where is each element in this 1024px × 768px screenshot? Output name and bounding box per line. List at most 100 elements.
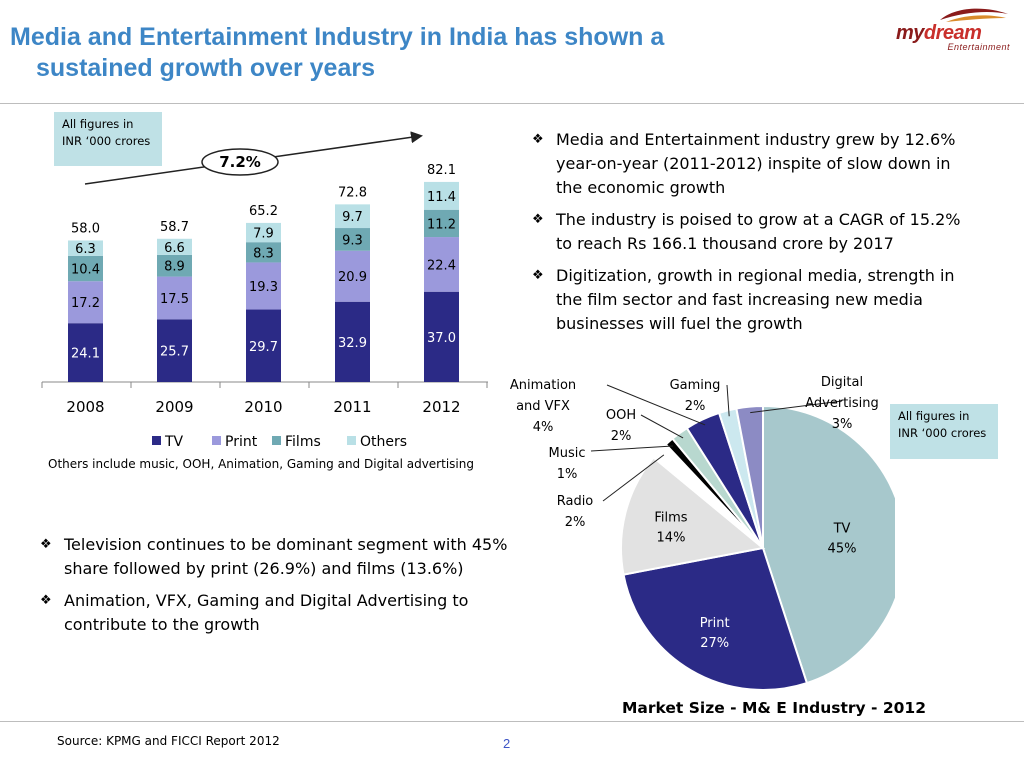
bar-segment-others xyxy=(68,240,103,256)
slice-name-label: Radio xyxy=(557,494,594,509)
total-label: 58.0 xyxy=(71,221,100,236)
bar-segment-print xyxy=(335,250,370,302)
bar-units-note-text: All figures in INR ‘000 crores xyxy=(62,117,151,148)
diamond-bullet-icon: ❖ xyxy=(40,537,52,552)
bottom-divider xyxy=(0,721,1024,722)
bar-segment-films xyxy=(157,254,192,277)
data-label: 22.4 xyxy=(427,258,456,273)
data-label: 17.2 xyxy=(71,296,100,311)
bar-segment-films xyxy=(424,209,459,238)
total-label: 65.2 xyxy=(249,204,278,219)
diamond-bullet-icon: ❖ xyxy=(532,268,544,283)
slice-percent-label: 4% xyxy=(533,420,554,435)
slide-title-line-2: sustained growth over years xyxy=(36,54,376,82)
data-label: 6.6 xyxy=(164,241,185,256)
legend-swatch xyxy=(347,436,356,445)
legend-swatch xyxy=(212,436,221,445)
bar-segment-films xyxy=(335,228,370,251)
data-label: 25.7 xyxy=(160,345,189,360)
pie-slice-films xyxy=(620,456,766,576)
slice-name-label: Advertising xyxy=(805,396,879,411)
page-number: 2 xyxy=(503,736,511,751)
bar-segment-films xyxy=(246,242,281,263)
bar-segment-tv xyxy=(335,301,370,382)
stacked-bar-chart: 24.1 17.2 10.4 6.3 58.0 2008 25.7 17.5 8.9 6.6 58.… xyxy=(41,131,488,450)
x-tick-label: 2011 xyxy=(333,398,371,416)
slide-title-line-1: Media and Entertainment Industry in Indi… xyxy=(10,23,665,51)
slice-name-label: Films xyxy=(654,510,687,525)
legend-label: Others xyxy=(360,434,407,450)
slice-percent-label: 1% xyxy=(557,467,578,482)
pie-slice-digital-advertising xyxy=(735,404,764,549)
slice-name-label: Music xyxy=(549,446,586,461)
cagr-label: 7.2% xyxy=(219,153,261,171)
logo-swoosh-icon xyxy=(940,8,1008,22)
pie-chart-title: Market Size - M& E Industry - 2012 xyxy=(622,699,926,717)
pie-units-note: All figures in INR ‘000 crores xyxy=(890,404,998,459)
x-tick-label: 2008 xyxy=(66,398,104,416)
total-label: 58.7 xyxy=(160,220,189,235)
bullet-item: ❖ Media and Entertainment industry grew b… xyxy=(530,128,970,200)
slice-name-label: Print xyxy=(700,616,730,631)
leader-line xyxy=(602,454,665,502)
legend-label: TV xyxy=(164,434,184,450)
diamond-bullet-icon: ❖ xyxy=(532,212,544,227)
diamond-bullet-icon: ❖ xyxy=(532,132,544,147)
slice-percent-label: 2% xyxy=(611,429,632,444)
data-label: 11.2 xyxy=(427,217,456,232)
bullet-item: ❖ Television continues to be dominant seg… xyxy=(38,533,508,581)
logo-text-dream: dream xyxy=(923,22,982,44)
bar-segment-tv xyxy=(157,319,192,382)
cagr-badge xyxy=(201,148,279,176)
bar-segment-others xyxy=(246,222,281,243)
slice-name-label: Gaming xyxy=(670,378,721,393)
legend-label: Films xyxy=(285,434,321,450)
total-label: 72.8 xyxy=(338,185,367,200)
slice-percent-label: 3% xyxy=(832,417,853,432)
bar-segment-others xyxy=(335,204,370,229)
slice-percent-label: 45% xyxy=(828,541,857,556)
bar-segment-others xyxy=(424,181,459,210)
bar-segment-print xyxy=(424,237,459,292)
leader-line xyxy=(606,384,706,426)
slice-name-label: TV xyxy=(833,521,851,536)
legend-label: Print xyxy=(225,434,258,450)
right-bullet-list: ❖ Media and Entertainment industry grew b… xyxy=(530,128,970,344)
data-label: 19.3 xyxy=(249,280,278,295)
data-label: 8.9 xyxy=(164,260,185,275)
data-label: 37.0 xyxy=(427,331,456,346)
data-label: 17.5 xyxy=(160,292,189,307)
bar-segment-print xyxy=(157,276,192,320)
source-citation: Source: KPMG and FICCI Report 2012 xyxy=(57,734,280,748)
data-label: 9.3 xyxy=(342,233,363,248)
mydream-logo: mydream Entertainment xyxy=(896,8,1012,52)
slide-title: Media and Entertainment Industry in Indi… xyxy=(10,22,870,84)
bullet-text: Digitization, growth in regional media, … xyxy=(556,266,955,333)
bullet-text: Animation, VFX, Gaming and Digital Adver… xyxy=(64,591,469,634)
market-size-pie-chart: TV 45% Print 27% Films 14% Radio 2% Music 1% OOH 2%… xyxy=(510,375,895,691)
bar-segment-others xyxy=(157,238,192,255)
bar-segment-print xyxy=(68,281,103,324)
logo-text-my: my xyxy=(896,22,924,44)
data-label: 8.3 xyxy=(253,246,274,261)
bar-units-note: All figures in INR ‘000 crores xyxy=(54,112,162,166)
slice-percent-label: 2% xyxy=(565,515,586,530)
leader-line xyxy=(750,400,843,414)
pie-slice-tv xyxy=(762,404,895,685)
data-label: 24.1 xyxy=(71,347,100,362)
slice-percent-label: 2% xyxy=(685,399,706,414)
bar-segment-tv xyxy=(246,309,281,382)
leader-line xyxy=(590,445,674,452)
slice-name-label: and VFX xyxy=(516,399,570,414)
others-footnote: Others include music, OOH, Animation, Ga… xyxy=(48,457,474,471)
bullet-item: ❖ Animation, VFX, Gaming and Digital Adve… xyxy=(38,589,508,637)
data-label: 11.4 xyxy=(427,190,456,205)
data-label: 29.7 xyxy=(249,340,278,355)
leader-line xyxy=(640,414,684,439)
bullet-text: Television continues to be dominant segm… xyxy=(64,535,508,578)
bullet-item: ❖ The industry is poised to grow at a CAG… xyxy=(530,208,970,256)
legend-swatch xyxy=(272,436,281,445)
legend-swatch xyxy=(152,436,161,445)
slice-name-label: Animation xyxy=(510,378,576,393)
bullet-item: ❖ Digitization, growth in regional media,… xyxy=(530,264,970,336)
